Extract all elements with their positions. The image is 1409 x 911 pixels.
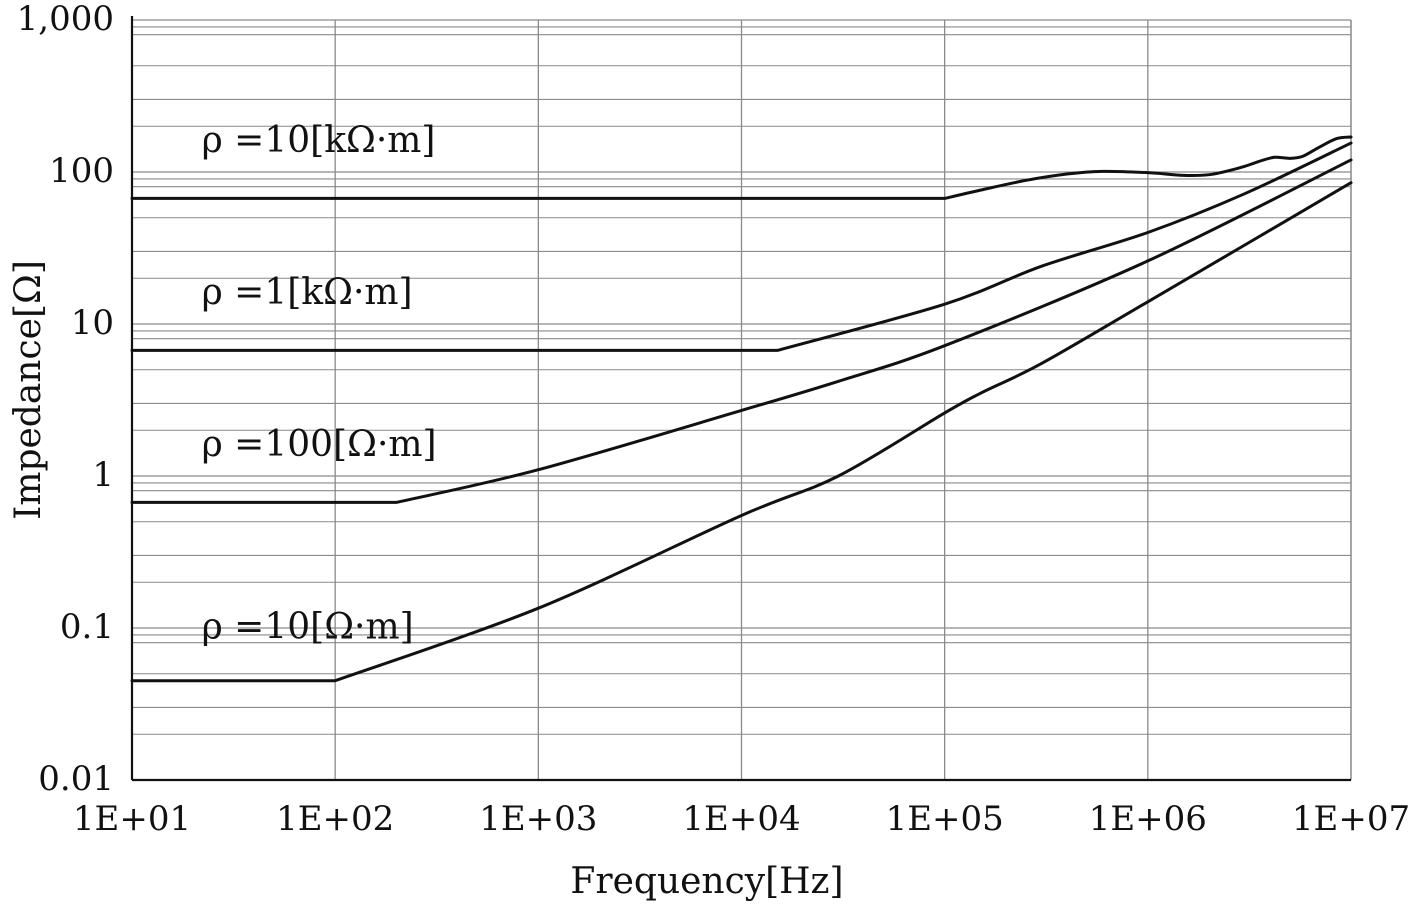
- y-tick-label: 1,000: [17, 0, 114, 39]
- series-curve-1: [130, 135, 1353, 200]
- x-axis-title: Frequency[Hz]: [570, 861, 843, 902]
- y-axis-title: Impedance[Ω]: [8, 260, 49, 520]
- grid: [131, 19, 1352, 781]
- x-tick-labels: 1E+01 1E+02 1E+03 1E+04 1E+05 1E+06 1E+07: [73, 799, 1409, 839]
- x-tick-label: 1E+06: [1089, 799, 1207, 839]
- series-curves: [130, 135, 1353, 683]
- x-tick-label: 1E+05: [886, 799, 1004, 839]
- y-tick-label: 10: [71, 303, 114, 343]
- x-tick-label: 1E+02: [276, 799, 394, 839]
- series-label-1: ρ =10[kΩ·m]: [202, 120, 436, 161]
- y-tick-labels: 0.01 0.1 1 10 100 1,000: [17, 0, 114, 799]
- x-tick-label: 1E+03: [479, 799, 597, 839]
- series-curve-3: [130, 158, 1353, 504]
- axes: [130, 16, 1351, 782]
- series-curve-4: [130, 181, 1353, 683]
- series-label-4: ρ =10[Ω·m]: [202, 607, 414, 648]
- x-tick-label: 1E+01: [73, 799, 191, 839]
- y-tick-label: 0.01: [38, 759, 114, 799]
- x-tick-label: 1E+04: [682, 799, 800, 839]
- y-tick-label: 1: [92, 455, 114, 495]
- series-curve-2: [130, 141, 1353, 352]
- series-labels: ρ =10[kΩ·m] ρ =1[kΩ·m] ρ =100[Ω·m] ρ =10[Ω·…: [202, 120, 437, 648]
- series-label-2: ρ =1[kΩ·m]: [202, 272, 413, 313]
- y-tick-label: 0.1: [60, 607, 114, 647]
- y-tick-label: 100: [49, 151, 114, 191]
- series-label-3: ρ =100[Ω·m]: [202, 424, 437, 465]
- x-tick-label: 1E+07: [1292, 799, 1409, 839]
